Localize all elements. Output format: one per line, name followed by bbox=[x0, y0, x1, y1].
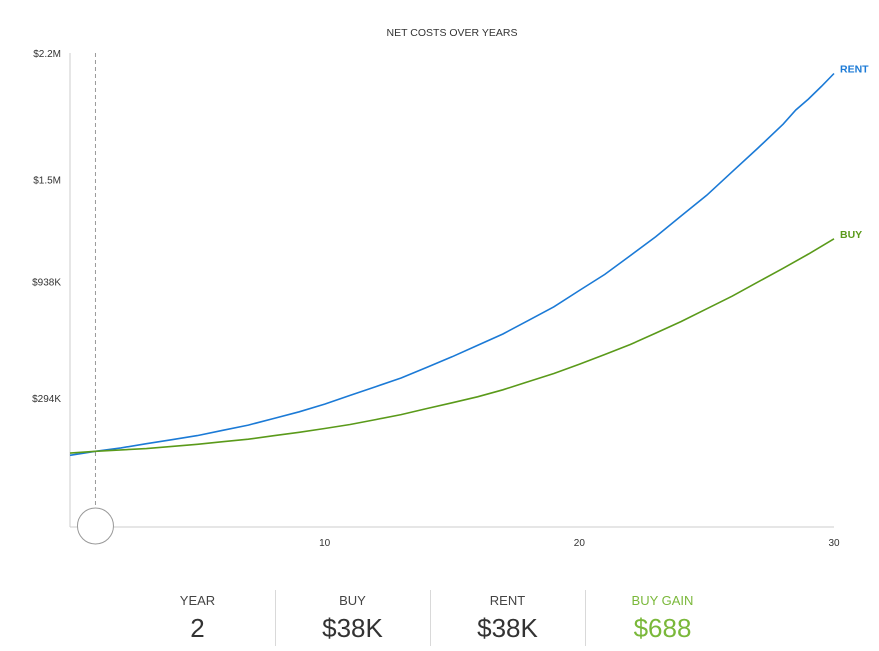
x-axis-ticks: 10 20 30 bbox=[319, 538, 840, 549]
year-value: 2 bbox=[190, 613, 205, 643]
y-tick-label: $294K bbox=[32, 394, 61, 405]
net-costs-chart: NET COSTS OVER YEARS $294K $938K $1.5M $2.2… bbox=[32, 27, 869, 549]
y-tick-label: $1.5M bbox=[33, 176, 61, 187]
series-line-rent bbox=[69, 72, 835, 457]
year-label: YEAR bbox=[179, 593, 216, 608]
rent-label: RENT bbox=[489, 593, 526, 608]
y-tick-label: $938K bbox=[32, 277, 61, 288]
stat-buy-gain: BUY GAIN $688 bbox=[585, 585, 740, 647]
buy-label: BUY bbox=[339, 593, 366, 608]
buy-gain-label: BUY GAIN bbox=[631, 593, 694, 608]
series-line-buy bbox=[69, 238, 835, 454]
rent-value: $38K bbox=[477, 613, 538, 643]
stat-rent: RENT $38K bbox=[430, 585, 585, 647]
buy-gain-value: $688 bbox=[633, 613, 692, 643]
series-label-layer: RENT BUY bbox=[840, 63, 869, 240]
buy-value: $38K bbox=[322, 613, 383, 643]
stat-buy: BUY $38K bbox=[275, 585, 430, 647]
chart-title: NET COSTS OVER YEARS bbox=[387, 27, 518, 39]
stat-year: YEAR 2 bbox=[120, 585, 275, 647]
year-slider-handle[interactable] bbox=[76, 507, 114, 545]
series-layer bbox=[69, 72, 835, 457]
summary-stats: YEAR 2 BUY $38K RENT $38K BUY GAIN $688 bbox=[120, 585, 740, 647]
x-tick-label: 10 bbox=[319, 538, 331, 549]
series-label-buy: BUY bbox=[840, 229, 862, 241]
x-tick-label: 20 bbox=[574, 538, 586, 549]
x-tick-label: 30 bbox=[828, 538, 840, 549]
y-axis-ticks: $294K $938K $1.5M $2.2M bbox=[32, 49, 61, 405]
y-tick-label: $2.2M bbox=[33, 49, 61, 60]
series-label-rent: RENT bbox=[840, 63, 869, 75]
